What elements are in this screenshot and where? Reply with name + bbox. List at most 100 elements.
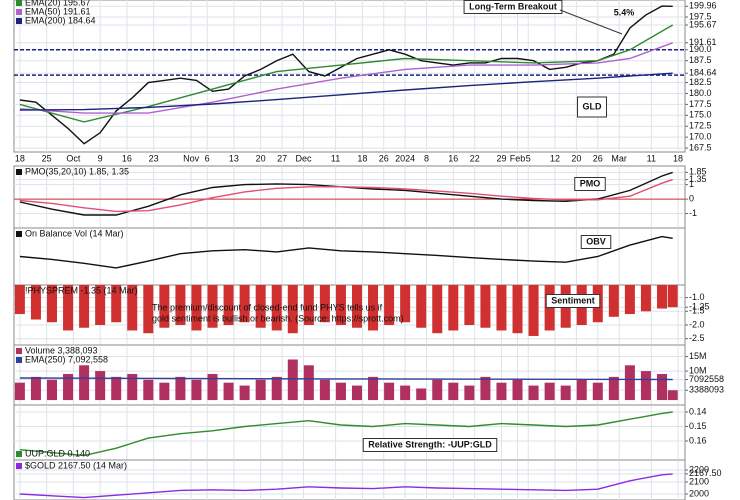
y-tick-label: 175.0 xyxy=(689,110,712,120)
x-tick-label: 6 xyxy=(205,153,210,163)
bar xyxy=(416,388,427,401)
y-tick-label: 1.85 xyxy=(689,167,707,177)
bar xyxy=(624,285,635,315)
x-tick-label: Dec xyxy=(295,153,312,163)
bar xyxy=(656,285,667,309)
panel-frame xyxy=(13,344,686,406)
panel-title: !PHYSPREM -1.35 (14 Mar) xyxy=(25,285,138,295)
bar xyxy=(464,385,475,401)
x-tick-label: 23 xyxy=(149,153,159,163)
series-line xyxy=(19,5,673,145)
bar xyxy=(351,285,362,328)
bar xyxy=(368,376,379,401)
annotation-box xyxy=(362,438,498,452)
panel-title: Volume 3,388,093 xyxy=(25,345,98,355)
bar xyxy=(46,379,57,401)
y-tick-label: 172.5 xyxy=(689,121,712,131)
bar xyxy=(528,385,539,401)
bar xyxy=(528,285,539,336)
bar xyxy=(608,285,619,317)
bar xyxy=(143,379,154,401)
y-tick-label: 7092558 xyxy=(689,374,724,384)
annotation-box xyxy=(545,294,601,308)
annotation: PMO xyxy=(580,178,601,188)
bar xyxy=(175,285,186,325)
x-tick-label: 22 xyxy=(470,153,480,163)
bar xyxy=(319,379,330,401)
bar xyxy=(608,376,619,401)
x-tick-label: 26 xyxy=(379,153,389,163)
legend-entry: EMA(200) 184.64 xyxy=(25,15,96,25)
x-tick-label: 12 xyxy=(550,153,560,163)
bar xyxy=(63,373,74,401)
bar xyxy=(159,382,170,401)
x-tick-label: 8 xyxy=(424,153,429,163)
legend-swatch xyxy=(16,451,22,457)
legend-swatch xyxy=(16,231,22,237)
y-tick-label: 177.5 xyxy=(689,99,712,109)
bar xyxy=(191,379,202,401)
series-line xyxy=(19,24,674,123)
bar xyxy=(512,379,523,401)
annotation-box xyxy=(574,177,606,191)
bar xyxy=(111,285,122,323)
bar xyxy=(464,285,475,325)
legend-swatch xyxy=(16,0,22,6)
bar xyxy=(95,285,106,325)
y-tick-label: 1 xyxy=(689,179,694,189)
bar xyxy=(223,285,234,325)
bar xyxy=(239,285,250,323)
annotation: Long-Term Breakout xyxy=(469,1,557,11)
y-tick-label: 0.14 xyxy=(689,406,707,416)
bar xyxy=(560,385,571,401)
annotation: Relative Strength: -UUP:GLD xyxy=(368,439,492,449)
bar xyxy=(303,365,314,401)
annotation: OBV xyxy=(586,236,606,246)
bar xyxy=(127,373,138,401)
bar xyxy=(480,285,491,328)
legend-swatch xyxy=(16,463,22,469)
bar xyxy=(512,285,523,334)
x-tick-label: 2024 xyxy=(395,153,415,163)
y-tick-label: -1.0 xyxy=(689,292,705,302)
y-tick-label: 15M xyxy=(689,351,707,361)
y-tick-label: 2000 xyxy=(689,488,709,498)
annotation-arrow xyxy=(559,9,623,35)
legend-entry: EMA(20) 195.67 xyxy=(25,0,91,7)
bar xyxy=(592,382,603,401)
x-tick-label: 16 xyxy=(448,153,458,163)
y-tick-label: 10M xyxy=(689,365,707,375)
bar xyxy=(667,285,678,308)
legend-swatch xyxy=(16,9,22,15)
bar xyxy=(30,376,41,401)
annotation-box xyxy=(463,0,563,14)
bar xyxy=(79,365,90,401)
y-tick-label: 167.5 xyxy=(689,142,712,152)
series-line xyxy=(19,377,673,381)
bar xyxy=(384,382,395,401)
bar xyxy=(271,285,282,331)
bar xyxy=(432,379,443,401)
y-tick-label: 0.15 xyxy=(689,421,707,431)
y-tick-label: 2200 xyxy=(689,464,709,474)
bar xyxy=(79,285,90,328)
x-tick-label: 26 xyxy=(593,153,603,163)
bar xyxy=(432,285,443,334)
legend-entry: EMA(50) 191.61 xyxy=(25,6,91,16)
bar xyxy=(255,379,266,401)
legend-swatch xyxy=(16,18,22,24)
bar xyxy=(368,285,379,331)
bar xyxy=(656,373,667,401)
bar xyxy=(624,365,635,401)
legend-swatch xyxy=(16,169,22,175)
bar xyxy=(63,285,74,331)
panel-title: On Balance Vol (14 Mar) xyxy=(25,228,124,238)
annotation-note: gold sentiment is bullish or bearish. (S… xyxy=(152,313,404,323)
bar xyxy=(319,285,330,323)
x-tick-label: 11 xyxy=(647,153,656,163)
bar xyxy=(480,376,491,401)
annotation: Sentiment xyxy=(551,295,595,305)
bar xyxy=(191,285,202,331)
panel-frame xyxy=(13,227,686,286)
y-tick-label: 3388093 xyxy=(689,385,724,395)
